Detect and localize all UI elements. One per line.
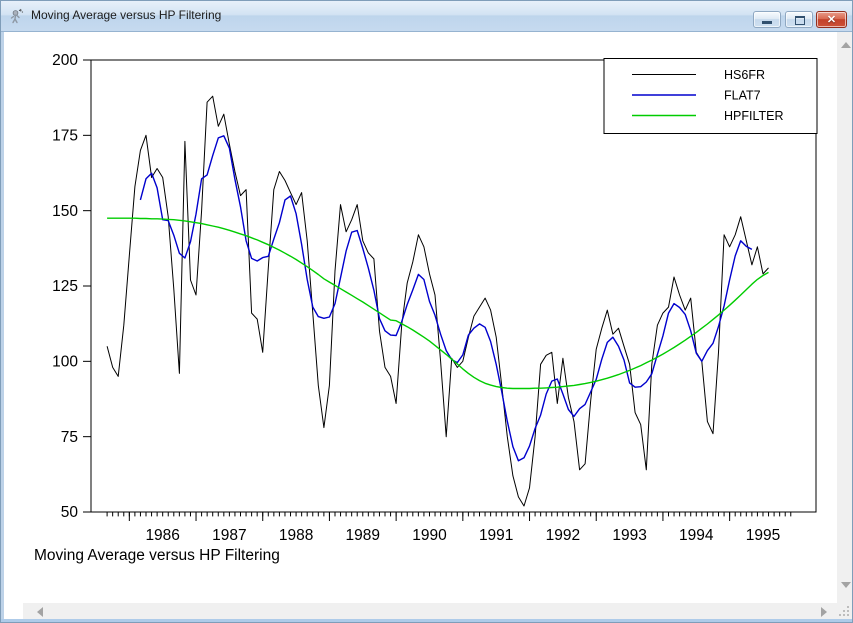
- window-title: Moving Average versus HP Filtering: [31, 8, 222, 22]
- y-tick-label: 50: [61, 504, 79, 521]
- y-tick-label: 150: [52, 203, 78, 220]
- vertical-scrollbar[interactable]: [837, 32, 852, 603]
- x-year-label: 1991: [479, 527, 513, 544]
- x-year-label: 1988: [279, 527, 313, 544]
- legend-label: HPFILTER: [724, 109, 784, 123]
- x-year-label: 1990: [412, 527, 447, 544]
- title-bar[interactable]: Moving Average versus HP Filtering ✕: [1, 1, 852, 32]
- scroll-left-icon[interactable]: [37, 607, 43, 617]
- y-tick-label: 200: [52, 52, 78, 69]
- legend[interactable]: HS6FR FLAT7 HPFILTER: [603, 58, 818, 134]
- y-tick-label: 100: [52, 354, 78, 371]
- scroll-down-icon[interactable]: [841, 582, 851, 588]
- y-tick-label: 175: [52, 128, 78, 145]
- scroll-up-icon[interactable]: [841, 42, 851, 48]
- graph-window-icon: [9, 8, 25, 24]
- series-flat7: [139, 135, 753, 462]
- restore-icon: [795, 16, 805, 25]
- y-tick-label: 125: [52, 278, 78, 295]
- x-year-label: 1995: [746, 527, 780, 544]
- series-hs6fr: [106, 95, 769, 507]
- x-axis: 1986 1987 1988 1989 1990 1991 1992 1993 1994 1995: [106, 512, 792, 544]
- x-year-label: 1994: [679, 527, 714, 544]
- restore-button[interactable]: [785, 11, 813, 28]
- legend-box: [603, 58, 818, 134]
- legend-label: FLAT7: [724, 89, 761, 103]
- close-icon: ✕: [826, 14, 837, 26]
- window-border-left: [1, 32, 4, 621]
- y-tick-label: 75: [61, 429, 78, 446]
- close-button[interactable]: ✕: [816, 11, 847, 28]
- window-border-bottom: [1, 619, 852, 622]
- horizontal-scrollbar-track[interactable]: [23, 603, 837, 619]
- chart-caption: Moving Average versus HP Filtering: [34, 547, 280, 564]
- x-year-label: 1987: [212, 527, 246, 544]
- x-year-label: 1993: [612, 527, 646, 544]
- minimize-button[interactable]: [753, 11, 781, 28]
- scroll-right-icon[interactable]: [821, 607, 827, 617]
- y-axis: 50 75 100 125 150 175 200: [52, 52, 91, 521]
- resize-grip-icon[interactable]: [837, 603, 852, 619]
- graph-content-area[interactable]: 50 75 100 125 150 175 200 1986 1987 1988 1989 1990 1…: [4, 32, 839, 603]
- x-year-label: 1992: [546, 527, 580, 544]
- x-year-label: 1986: [145, 527, 179, 544]
- horizontal-scrollbar[interactable]: [4, 603, 837, 619]
- x-year-label: 1989: [346, 527, 380, 544]
- minimize-icon: [762, 21, 772, 24]
- legend-label: HS6FR: [724, 68, 765, 82]
- series-hpfilter: [107, 217, 769, 390]
